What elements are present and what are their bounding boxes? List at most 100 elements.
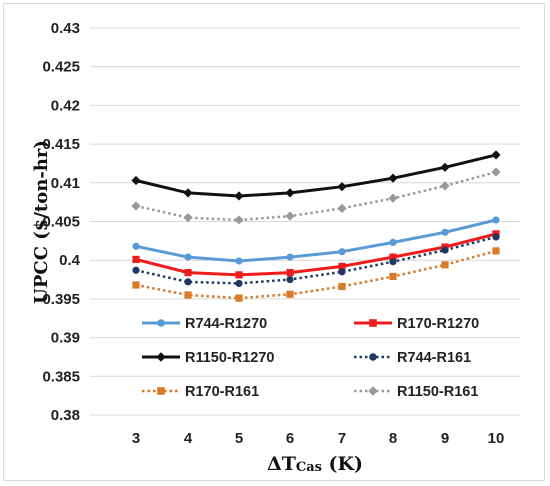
data-point	[491, 150, 501, 160]
data-point	[492, 216, 500, 224]
x-tick-label: 3	[132, 430, 140, 447]
series-layer	[131, 150, 501, 302]
data-point	[338, 268, 346, 276]
x-tick-label: 8	[389, 430, 397, 447]
data-point	[132, 266, 140, 274]
legend-item-r170-r161: R170-R161	[142, 384, 259, 400]
legend-marker	[157, 319, 165, 327]
y-tick-label: 0.4	[59, 252, 81, 269]
legend-label: R1150-R1270	[185, 350, 275, 366]
data-point	[184, 278, 192, 286]
chart-frame	[3, 3, 545, 481]
legend: R744-R1270 R170-R1270 R1150-R1270 R744-R161…	[142, 316, 479, 400]
data-point	[132, 255, 140, 264]
data-point	[132, 242, 140, 250]
gridlines	[90, 27, 520, 416]
y-tick-label: 0.425	[42, 59, 80, 76]
series-r744-r161	[132, 233, 500, 288]
legend-item-r744-r161: R744-R161	[354, 350, 471, 366]
x-tick-labels: 3 4 5 6 7 8 9 10	[132, 430, 505, 447]
data-point	[441, 246, 449, 254]
legend-marker	[156, 352, 166, 362]
y-axis-title: UPCC ($/ton-hr)	[31, 140, 52, 304]
data-point	[235, 294, 243, 302]
data-point	[491, 167, 501, 177]
data-point	[338, 262, 346, 270]
legend-label: R1150-R161	[397, 384, 478, 400]
legend-marker	[369, 319, 377, 327]
data-point	[184, 268, 192, 277]
x-axis-title-subscript: Cas	[296, 460, 322, 475]
y-tick-label: 0.39	[51, 330, 80, 347]
data-point	[184, 291, 192, 299]
x-axis-title-unit: (K)	[322, 453, 363, 475]
series-r1150-r1270	[131, 150, 501, 201]
data-point	[235, 279, 243, 288]
data-point	[440, 181, 450, 191]
series-line	[135, 232, 497, 277]
series-line	[135, 249, 497, 300]
y-tick-label: 0.42	[51, 97, 80, 114]
y-tick-label: 0.385	[42, 368, 80, 385]
data-point	[132, 281, 140, 289]
series-line	[135, 170, 497, 222]
data-point	[235, 257, 243, 265]
x-axis-title: ΔTCas (K)	[267, 453, 363, 475]
y-tick-label: 0.38	[51, 407, 80, 424]
y-tick-label: 0.415	[42, 136, 80, 153]
data-point	[389, 253, 397, 261]
series-line	[135, 235, 497, 285]
data-point	[183, 188, 193, 198]
legend-label: R170-R1270	[397, 316, 479, 332]
data-point	[337, 203, 347, 213]
legend-item-r170-r1270: R170-R1270	[354, 316, 479, 332]
data-point	[286, 253, 294, 261]
legend-label: R170-R161	[185, 384, 259, 400]
series-r1150-r161	[131, 167, 501, 225]
y-tick-label: 0.43	[51, 20, 80, 37]
data-point	[286, 275, 294, 284]
x-tick-label: 5	[235, 430, 243, 447]
data-point	[285, 211, 295, 221]
series-r170-r161	[132, 247, 500, 302]
data-point	[234, 215, 244, 225]
x-tick-label: 4	[184, 430, 193, 447]
series-r744-r1270	[132, 216, 500, 265]
data-point	[389, 272, 397, 281]
y-tick-label: 0.405	[42, 214, 80, 231]
data-point	[388, 193, 398, 203]
data-point	[183, 213, 193, 223]
data-point	[338, 248, 346, 256]
data-point	[235, 271, 243, 279]
data-point	[131, 175, 141, 186]
data-point	[285, 188, 295, 198]
data-point	[441, 261, 449, 269]
y-tick-labels: 0.38 0.385 0.39 0.395 0.4 0.405 0.41 0.415 0.42 0…	[42, 20, 80, 424]
legend-label: R744-R161	[397, 350, 471, 366]
data-point	[440, 162, 450, 172]
x-tick-label: 7	[338, 430, 346, 447]
data-point	[389, 258, 397, 266]
data-point	[388, 173, 398, 183]
y-tick-label: 0.395	[42, 291, 80, 308]
legend-item-r1150-r161: R1150-R161	[354, 384, 478, 400]
data-point	[338, 282, 346, 291]
data-point	[286, 290, 294, 298]
data-point	[492, 247, 500, 255]
legend-label: R744-R1270	[185, 316, 267, 332]
data-point	[286, 268, 294, 277]
legend-marker	[368, 386, 378, 396]
data-point	[184, 253, 192, 261]
x-tick-label: 9	[441, 430, 449, 447]
data-point	[389, 238, 397, 246]
data-point	[337, 182, 347, 192]
x-tick-label: 10	[488, 430, 505, 447]
series-line	[135, 153, 497, 198]
data-point	[131, 201, 141, 211]
x-axis-title-main: ΔT	[267, 453, 296, 475]
legend-item-r744-r1270: R744-R1270	[142, 316, 267, 332]
legend-item-r1150-r1270: R1150-R1270	[142, 350, 275, 366]
legend-marker	[369, 353, 377, 361]
legend-marker	[157, 387, 165, 395]
